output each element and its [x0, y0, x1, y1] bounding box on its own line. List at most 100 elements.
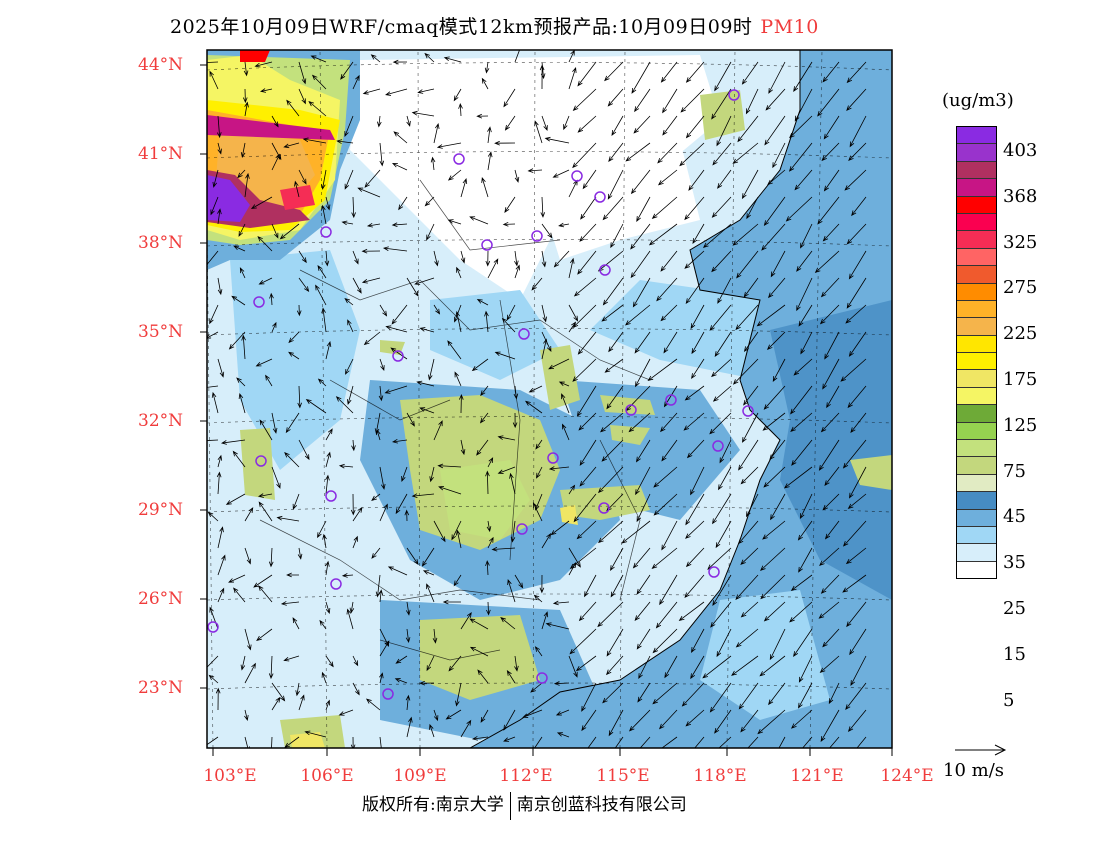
- wind-arrow: [577, 331, 597, 355]
- wind-arrow: [824, 520, 840, 540]
- wind-arrow: [692, 223, 705, 244]
- color-bar-swatch: [957, 474, 996, 493]
- wind-arrow: [541, 338, 548, 360]
- wind-arrow: [828, 682, 840, 705]
- wind-arrow: [471, 736, 489, 741]
- wind-arrow: [487, 126, 492, 144]
- wind-arrow: [740, 466, 759, 485]
- color-bar-label: 5: [1003, 689, 1015, 711]
- lon-label: 124°E: [880, 766, 934, 786]
- wind-arrow: [558, 222, 570, 228]
- wind-arrow: [405, 601, 411, 616]
- wind-arrow: [800, 331, 813, 355]
- wind-arrow: [607, 88, 624, 107]
- wind-arrow: [421, 547, 435, 567]
- wind-arrow: [382, 246, 408, 252]
- wind-arrow: [497, 435, 516, 441]
- wind-arrow: [541, 611, 549, 630]
- wind-arrow: [325, 428, 333, 441]
- wind-arrow: [352, 277, 362, 294]
- wind-arrow: [691, 628, 705, 653]
- wind-arrow: [447, 169, 462, 181]
- map-title: 2025年10月09日WRF/cmaq模式12km预报产品:10月09日09时 P…: [170, 12, 819, 39]
- wind-arrow: [685, 493, 705, 526]
- wind-arrow: [822, 61, 840, 83]
- wind-arrow: [655, 601, 678, 629]
- color-bar-label: 75: [1003, 460, 1026, 482]
- wind-arrow: [387, 566, 408, 576]
- wind-arrow: [486, 520, 492, 533]
- wind-arrow: [503, 736, 516, 742]
- wind-arrow: [279, 223, 300, 240]
- wind-arrow: [335, 396, 354, 414]
- wind-arrow: [491, 546, 516, 552]
- wind-arrow: [207, 511, 219, 522]
- wind-arrow: [568, 257, 575, 279]
- lon-label: 112°E: [499, 766, 553, 786]
- wind-arrow: [271, 696, 281, 711]
- wind-arrow: [572, 142, 597, 169]
- wind-arrow: [395, 493, 408, 515]
- wind-arrow: [321, 169, 327, 190]
- wind-arrow: [604, 61, 624, 82]
- wind-arrow: [393, 131, 408, 144]
- wind-arrow: [401, 466, 408, 482]
- wind-arrow: [209, 304, 219, 325]
- wind-arrow: [605, 655, 624, 676]
- wind-arrow: [432, 628, 438, 644]
- wind-arrow: [378, 385, 384, 402]
- wind-arrow: [535, 439, 543, 450]
- wind-arrow: [636, 493, 651, 523]
- wind-arrow: [572, 88, 597, 111]
- wind-arrow: [694, 736, 705, 748]
- wind-arrow: [286, 99, 300, 117]
- wind-arrow: [712, 385, 732, 402]
- wind-arrow: [541, 304, 547, 323]
- wind-arrow: [298, 694, 305, 711]
- wind-arrow: [453, 88, 462, 102]
- wind-arrow: [341, 573, 354, 578]
- wind-arrow: [424, 52, 435, 63]
- wind-arrow: [568, 561, 577, 576]
- wind-arrow: [762, 520, 786, 540]
- wind-arrow: [766, 331, 786, 351]
- wind-arrow: [598, 466, 624, 494]
- wind-arrow: [207, 655, 219, 668]
- wind-arrow: [379, 503, 388, 522]
- wind-arrow: [817, 88, 840, 117]
- wind-arrow: [447, 340, 462, 360]
- wind-arrow: [531, 277, 543, 291]
- wind-arrow: [207, 250, 219, 268]
- wind-arrow: [479, 412, 489, 424]
- wind-arrow: [322, 533, 327, 549]
- wind-arrow: [365, 698, 381, 711]
- wind-arrow: [637, 682, 651, 703]
- wind-arrow: [790, 412, 813, 433]
- wind-arrow: [351, 196, 356, 219]
- wind-arrow: [684, 250, 705, 269]
- wind-arrow: [625, 142, 651, 162]
- wind-arrow: [635, 439, 651, 463]
- wind-arrow: [350, 736, 356, 748]
- wind-arrow: [678, 601, 705, 622]
- wind-arrow: [244, 662, 256, 684]
- wind-arrow: [761, 223, 786, 251]
- wind-arrow: [207, 385, 219, 388]
- wind-arrow: [445, 709, 462, 720]
- wind-arrow: [338, 463, 354, 469]
- color-bar-swatch: [957, 196, 996, 214]
- wind-arrow: [653, 493, 678, 516]
- wind-arrow: [448, 655, 462, 672]
- wind-arrow: [371, 547, 381, 559]
- wind-arrow: [847, 709, 867, 733]
- wind-arrow: [514, 250, 519, 267]
- wind-arrow: [352, 250, 359, 265]
- color-bar: [956, 126, 997, 580]
- wind-arrow: [541, 223, 553, 239]
- wind-arrow: [481, 77, 489, 90]
- wind-arrow: [271, 412, 278, 434]
- color-bar-swatch: [957, 144, 996, 162]
- wind-arrow: [638, 655, 651, 680]
- wind-arrow: [651, 196, 678, 219]
- wind-arrow: [244, 172, 250, 198]
